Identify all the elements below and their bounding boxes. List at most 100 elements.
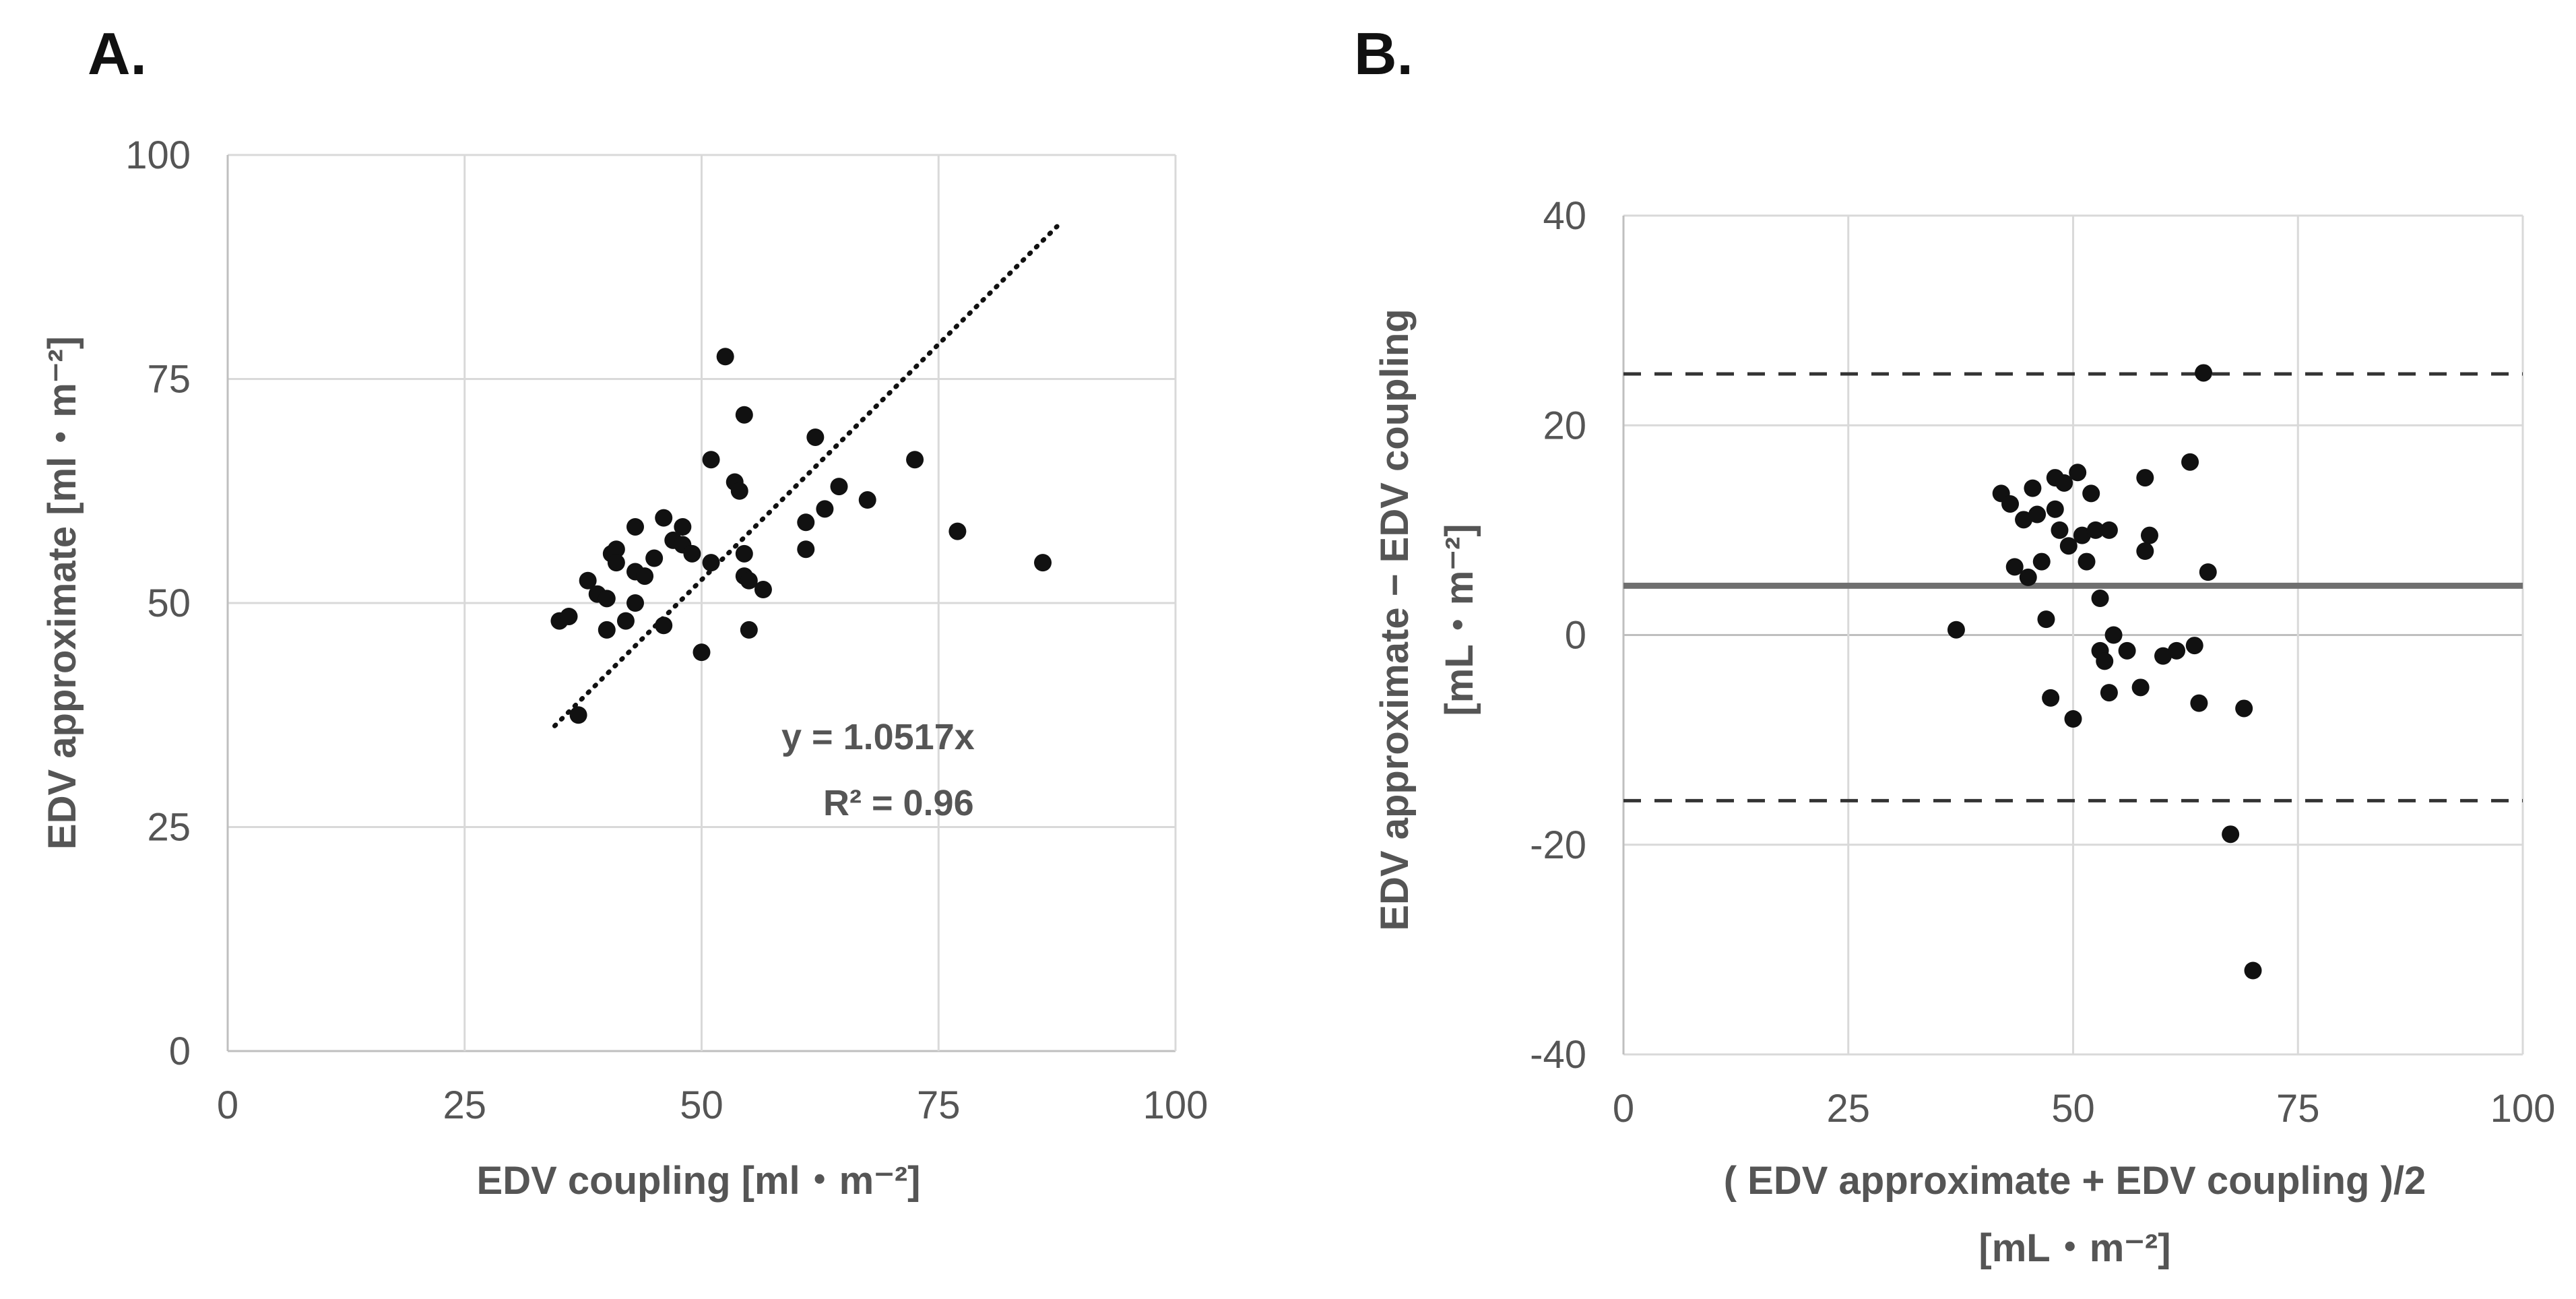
data-point: [2078, 552, 2096, 571]
data-point: [2059, 537, 2078, 555]
data-point: [2190, 694, 2208, 712]
data-point: [806, 428, 825, 446]
y-tick-label: 100: [125, 133, 191, 177]
data-point: [797, 513, 815, 532]
data-point: [2051, 521, 2069, 539]
data-point: [716, 348, 734, 366]
data-point: [2100, 521, 2118, 539]
y-axis-label-a: EDV approximate [ml・m⁻²]: [40, 336, 84, 850]
data-point: [2032, 552, 2051, 571]
chart-a: A. 0 25 50 75 100 0 25 50 75 100 y = 1.0517x R² =…: [40, 20, 1208, 1203]
data-point: [2244, 961, 2262, 980]
data-point: [2181, 453, 2199, 471]
data-point: [655, 509, 673, 527]
x-axis-label-b: ( EDV approximate + EDV coupling )/2: [1724, 1159, 2426, 1203]
data-point: [683, 544, 701, 563]
y-tick-label: 20: [1543, 404, 1586, 447]
data-point: [2073, 526, 2091, 544]
data-point: [2019, 568, 2037, 586]
x-tick-label: 25: [1826, 1087, 1870, 1131]
data-point: [2199, 563, 2217, 581]
data-point: [2064, 710, 2082, 728]
trendline-r2: R² = 0.96: [823, 783, 974, 823]
data-point: [730, 482, 748, 500]
x-tick-label: 100: [1143, 1083, 1209, 1127]
data-point: [2140, 526, 2158, 544]
x-tick-label: 75: [2276, 1087, 2320, 1131]
y-tick-label: 75: [147, 358, 191, 402]
data-point: [2131, 678, 2150, 697]
data-point: [2069, 464, 2087, 482]
x-axis-units-b: [mL・m⁻²]: [1978, 1226, 2170, 1270]
data-point: [2015, 511, 2033, 529]
data-point: [693, 643, 711, 662]
data-point: [830, 478, 848, 496]
x-tick-label: 0: [217, 1083, 238, 1127]
trendline-equation: y = 1.0517x: [781, 717, 975, 757]
data-point: [579, 571, 597, 590]
data-point: [2055, 474, 2073, 492]
data-point: [858, 491, 876, 509]
data-point: [2100, 684, 2118, 702]
data-point: [2168, 641, 2186, 660]
data-point: [702, 554, 720, 572]
data-point: [735, 406, 753, 424]
data-point: [616, 612, 635, 630]
data-point: [607, 540, 625, 559]
y-tick-label: -40: [1530, 1033, 1586, 1077]
y-tick-label: 50: [147, 581, 191, 625]
data-point: [569, 706, 587, 724]
data-point: [1034, 554, 1052, 572]
data-point: [2118, 641, 2136, 660]
data-point: [1947, 621, 1965, 639]
data-point: [2046, 500, 2064, 518]
data-point: [2091, 590, 2109, 608]
data-point: [2185, 637, 2203, 655]
y-tick-label: 40: [1543, 194, 1586, 238]
data-point: [906, 451, 924, 469]
data-point: [607, 554, 625, 572]
data-point: [2086, 521, 2104, 539]
data-point: [2154, 647, 2172, 665]
x-tick-label: 0: [1613, 1087, 1634, 1131]
data-point: [598, 590, 616, 608]
data-point: [636, 567, 654, 585]
data-point: [2136, 542, 2154, 560]
data-point: [797, 540, 815, 559]
data-point: [2222, 825, 2240, 844]
data-point: [2235, 699, 2253, 718]
y-tick-label: 25: [147, 806, 191, 850]
x-tick-label: 50: [2051, 1087, 2095, 1131]
data-point: [598, 621, 616, 639]
panel-label-a: A.: [88, 20, 147, 87]
x-tick-label: 75: [917, 1083, 961, 1127]
data-point: [740, 571, 758, 590]
data-point: [2024, 479, 2042, 497]
data-point: [702, 451, 720, 469]
data-point: [626, 517, 645, 536]
y-tick-label: 0: [1565, 614, 1586, 658]
chart-b: B. -40 -20 0 20 40 0 25 50 75 100 ( EDV approxima…: [1354, 20, 2555, 1270]
data-point: [2104, 626, 2123, 644]
y-axis-label-b: EDV approximate − EDV coupling: [1373, 309, 1417, 930]
panel-label-b: B.: [1354, 20, 1413, 87]
data-point: [735, 544, 753, 563]
data-point: [2037, 610, 2055, 629]
data-point: [2001, 495, 2020, 513]
data-point: [2136, 469, 2154, 487]
y-axis-units-b: [mL・m⁻²]: [1438, 524, 1481, 716]
data-point: [2042, 689, 2060, 707]
x-tick-label: 25: [443, 1083, 486, 1127]
data-point: [816, 500, 834, 518]
data-point: [2028, 505, 2047, 524]
data-point: [674, 517, 692, 536]
x-tick-label: 50: [680, 1083, 723, 1127]
data-point: [626, 594, 645, 612]
data-point: [645, 549, 664, 567]
data-point: [2096, 652, 2114, 670]
x-tick-label: 100: [2490, 1087, 2556, 1131]
y-tick-label: 0: [169, 1029, 191, 1073]
data-point: [740, 621, 758, 639]
data-point: [2195, 364, 2213, 382]
